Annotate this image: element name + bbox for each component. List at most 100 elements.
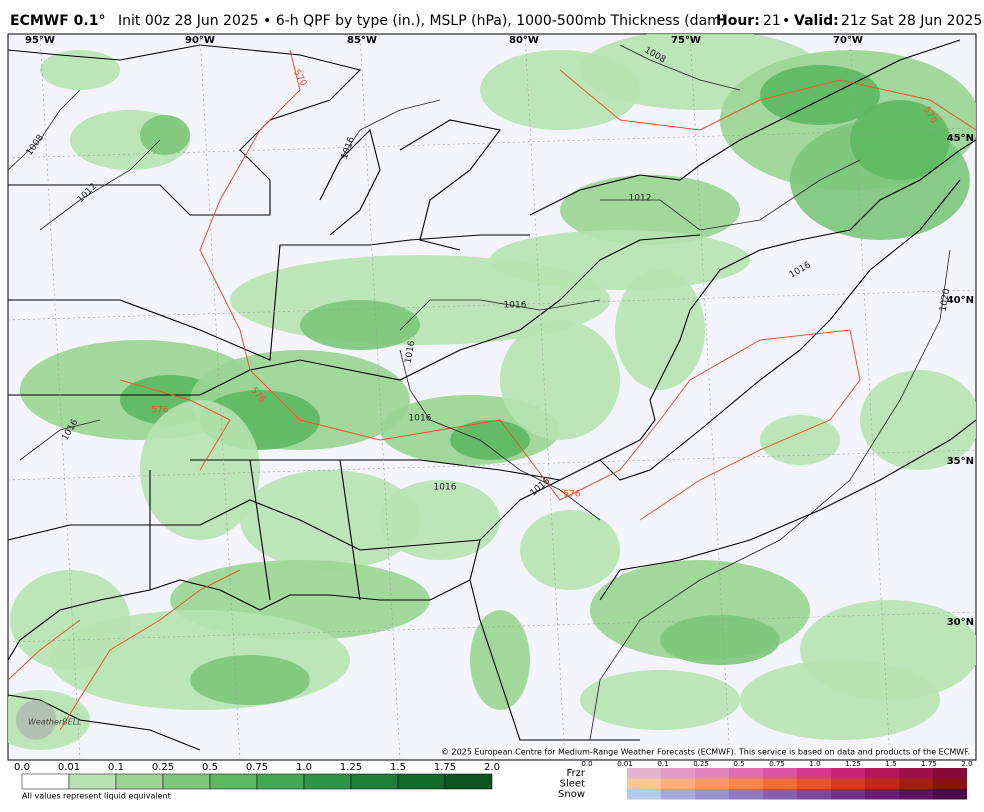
border-line bbox=[8, 694, 201, 751]
credit-bg bbox=[455, 745, 975, 758]
border-line bbox=[529, 39, 961, 216]
precip-area bbox=[300, 300, 420, 350]
rain-tick: 0.5 bbox=[202, 762, 218, 773]
ptype-tick: 2.0 bbox=[961, 760, 972, 768]
border-line bbox=[8, 234, 701, 396]
isobar-label: 1016 bbox=[409, 414, 432, 424]
longitude-label: 95°W bbox=[25, 35, 55, 46]
precip-area bbox=[760, 415, 840, 465]
border-line bbox=[399, 119, 501, 251]
precip-area bbox=[10, 570, 130, 670]
ptype-swatch bbox=[899, 768, 933, 779]
isobar bbox=[339, 99, 441, 161]
border-line bbox=[8, 234, 530, 361]
border-line bbox=[599, 419, 976, 601]
isobar bbox=[8, 89, 81, 171]
precip-area bbox=[380, 480, 500, 560]
latitude-label: 45°N bbox=[947, 133, 974, 144]
precip-area bbox=[850, 100, 950, 180]
ptype-swatch bbox=[695, 778, 729, 789]
graticule bbox=[8, 127, 976, 159]
precip-area bbox=[520, 510, 620, 590]
legend-note: All values represent liquid equivalent bbox=[22, 792, 171, 801]
longitude-label: 85°W bbox=[347, 35, 377, 46]
ptype-swatch bbox=[797, 768, 831, 779]
longitude-label: 80°W bbox=[509, 35, 539, 46]
graticule bbox=[39, 34, 81, 760]
graticule bbox=[8, 611, 976, 643]
ptype-swatch bbox=[831, 768, 865, 779]
precip-area bbox=[660, 615, 780, 665]
thickness-label: 576 bbox=[563, 490, 580, 500]
isobar-label: 1016 bbox=[504, 301, 527, 311]
rain-swatch bbox=[21, 773, 70, 790]
ptype-tick: 0.5 bbox=[733, 760, 744, 768]
rain-tick: 0.1 bbox=[108, 762, 124, 773]
ptype-swatch bbox=[865, 768, 899, 779]
rain-swatch bbox=[397, 773, 446, 790]
ptype-swatch bbox=[729, 768, 763, 779]
logo-mark bbox=[16, 700, 56, 740]
graticule bbox=[524, 34, 566, 760]
rain-tick: 1.75 bbox=[434, 762, 456, 773]
rain-tick: 1.25 bbox=[340, 762, 362, 773]
isobar bbox=[619, 44, 741, 91]
model: ECMWF 0.1° bbox=[10, 13, 105, 29]
graticule bbox=[8, 449, 976, 481]
isobar bbox=[19, 419, 101, 461]
ptype-swatch bbox=[763, 768, 797, 779]
border-line bbox=[599, 179, 961, 481]
ptype-swatch bbox=[661, 778, 695, 789]
isobar-label: 1016 bbox=[404, 340, 418, 365]
ptype-swatch bbox=[865, 778, 899, 789]
graticule bbox=[199, 34, 241, 760]
precip-area bbox=[40, 50, 120, 90]
thickness-contour bbox=[59, 569, 241, 731]
border-line bbox=[149, 459, 361, 601]
credit: © 2025 European Centre for Medium-Range … bbox=[441, 748, 970, 757]
hour: 21 bbox=[763, 13, 781, 29]
ptype-swatch bbox=[763, 789, 797, 800]
ptype-swatch bbox=[661, 768, 695, 779]
rain-swatch bbox=[209, 773, 258, 790]
precip-area bbox=[450, 420, 530, 460]
graticule bbox=[8, 289, 976, 321]
ptype-tick: 1.5 bbox=[885, 760, 896, 768]
graticule bbox=[359, 34, 401, 760]
ptype-label: Sleet bbox=[560, 779, 585, 790]
logo: WeatherBELL bbox=[28, 718, 82, 727]
ptype-swatch bbox=[627, 768, 661, 779]
ptype-swatch bbox=[763, 778, 797, 789]
valid: 21z Sat 28 Jun 2025 bbox=[841, 13, 982, 29]
latitude-label: 40°N bbox=[947, 295, 974, 306]
thickness-contour bbox=[559, 69, 976, 131]
ptype-swatch bbox=[627, 778, 661, 789]
ptype-swatch bbox=[695, 789, 729, 800]
precip-area bbox=[140, 115, 190, 155]
ptype-label: Frzr bbox=[567, 768, 586, 779]
precip-area bbox=[860, 370, 976, 470]
ptype-tick: 0.25 bbox=[693, 760, 709, 768]
description: Init 00z 28 Jun 2025 • 6-h QPF by type (… bbox=[118, 13, 726, 29]
ptype-swatch bbox=[661, 789, 695, 800]
rain-swatch bbox=[444, 773, 493, 790]
ptype-tick: 0.1 bbox=[657, 760, 668, 768]
valid-label: Valid: bbox=[794, 13, 839, 29]
rain-swatch bbox=[115, 773, 164, 790]
ptype-tick: 0.0 bbox=[581, 760, 592, 768]
ptype-swatch bbox=[933, 778, 967, 789]
separator: • bbox=[782, 13, 790, 29]
rain-swatch bbox=[162, 773, 211, 790]
precip-area bbox=[470, 610, 530, 710]
isobar-label: 1012 bbox=[629, 194, 652, 204]
isobar bbox=[589, 249, 951, 741]
precip-area bbox=[500, 320, 620, 440]
rain-swatch bbox=[303, 773, 352, 790]
border-line bbox=[190, 459, 561, 481]
rain-swatch bbox=[350, 773, 399, 790]
ptype-swatch bbox=[729, 778, 763, 789]
precip-area bbox=[240, 470, 420, 570]
rain-tick: 0.25 bbox=[152, 762, 174, 773]
ptype-swatch bbox=[797, 778, 831, 789]
